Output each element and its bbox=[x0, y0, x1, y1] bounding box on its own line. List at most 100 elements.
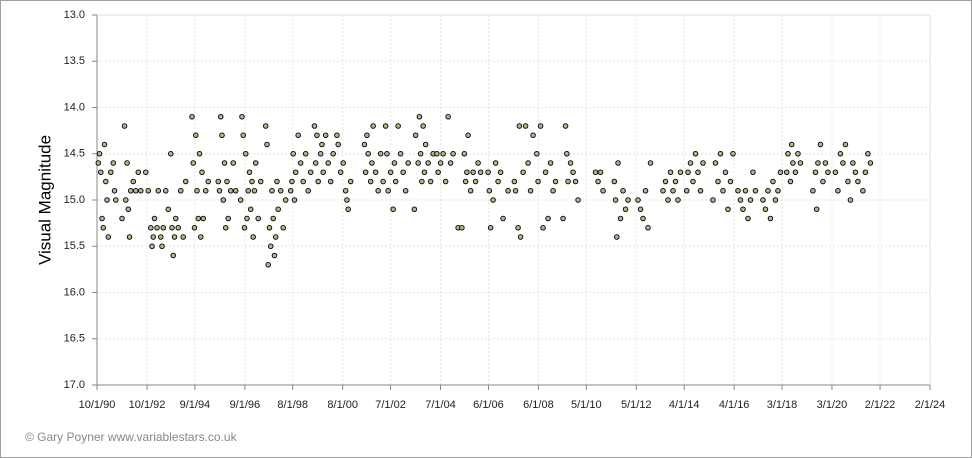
point bbox=[335, 141, 341, 148]
point bbox=[337, 169, 344, 175]
point bbox=[740, 206, 746, 212]
point bbox=[695, 169, 701, 175]
point bbox=[419, 178, 425, 185]
point bbox=[249, 178, 255, 185]
point bbox=[783, 169, 790, 175]
point bbox=[415, 160, 421, 166]
point bbox=[495, 178, 501, 185]
point bbox=[665, 197, 671, 203]
point bbox=[545, 215, 551, 222]
point bbox=[190, 160, 197, 166]
point bbox=[111, 187, 118, 194]
point bbox=[148, 224, 154, 231]
point bbox=[862, 169, 869, 175]
point bbox=[815, 160, 821, 166]
point bbox=[434, 150, 440, 157]
point bbox=[560, 215, 566, 222]
x-tick-label: 4/1/16 bbox=[719, 399, 750, 411]
point bbox=[437, 160, 444, 166]
point bbox=[314, 132, 320, 138]
point bbox=[520, 169, 526, 175]
point bbox=[347, 178, 354, 185]
point bbox=[101, 141, 108, 148]
point bbox=[750, 169, 756, 175]
point bbox=[420, 123, 426, 129]
point bbox=[840, 160, 846, 166]
point bbox=[219, 132, 225, 138]
point bbox=[477, 169, 484, 175]
point bbox=[855, 178, 861, 185]
point bbox=[390, 206, 396, 212]
point bbox=[640, 215, 646, 222]
x-tick-label: 2/1/22 bbox=[865, 399, 896, 411]
point bbox=[224, 178, 230, 185]
point bbox=[257, 178, 264, 185]
point bbox=[99, 215, 105, 222]
point bbox=[171, 234, 178, 240]
point bbox=[189, 113, 195, 120]
point bbox=[614, 234, 620, 240]
point bbox=[405, 160, 411, 166]
point bbox=[217, 113, 224, 120]
point bbox=[667, 169, 674, 175]
point bbox=[511, 178, 518, 185]
y-tick-label: 16.0 bbox=[64, 286, 85, 298]
point bbox=[380, 178, 386, 185]
point bbox=[575, 197, 581, 203]
point bbox=[262, 123, 269, 129]
point bbox=[334, 132, 340, 138]
point bbox=[315, 178, 321, 185]
point bbox=[104, 197, 110, 203]
point bbox=[325, 160, 331, 166]
point bbox=[125, 206, 132, 212]
point bbox=[788, 141, 795, 148]
point bbox=[622, 206, 629, 212]
point bbox=[232, 187, 239, 194]
x-tick-label: 7/1/02 bbox=[375, 399, 406, 411]
y-tick-label: 13.5 bbox=[64, 55, 85, 67]
point bbox=[442, 178, 449, 185]
point bbox=[250, 234, 256, 240]
point bbox=[239, 113, 245, 120]
point bbox=[425, 160, 431, 166]
point bbox=[143, 169, 149, 175]
point bbox=[255, 215, 261, 222]
point bbox=[662, 178, 669, 185]
point bbox=[422, 141, 429, 148]
x-tick-label: 8/1/00 bbox=[327, 399, 358, 411]
point bbox=[795, 150, 801, 157]
point bbox=[375, 187, 381, 194]
point bbox=[344, 197, 350, 203]
x-tick-label: 2/1/24 bbox=[915, 399, 946, 411]
point bbox=[860, 187, 866, 194]
point bbox=[367, 178, 374, 185]
point bbox=[505, 187, 511, 194]
point bbox=[735, 187, 741, 194]
point bbox=[752, 187, 759, 194]
point bbox=[497, 169, 504, 175]
point bbox=[825, 169, 831, 175]
point bbox=[837, 150, 844, 157]
point bbox=[317, 150, 324, 157]
point bbox=[517, 234, 524, 240]
x-tick-label: 10/1/90 bbox=[79, 399, 116, 411]
point bbox=[700, 160, 706, 166]
point bbox=[311, 123, 318, 129]
point bbox=[387, 169, 394, 175]
point bbox=[397, 150, 404, 157]
point bbox=[320, 169, 326, 175]
point bbox=[617, 215, 624, 222]
point bbox=[245, 187, 251, 194]
point bbox=[612, 197, 619, 203]
point bbox=[500, 215, 506, 222]
point bbox=[170, 252, 177, 259]
point bbox=[237, 197, 244, 203]
point bbox=[319, 141, 325, 148]
point bbox=[251, 187, 258, 194]
x-tick-label: 5/1/10 bbox=[571, 399, 602, 411]
point bbox=[465, 132, 471, 138]
point bbox=[195, 215, 201, 222]
point bbox=[687, 160, 694, 166]
point bbox=[547, 160, 554, 166]
point bbox=[615, 160, 621, 166]
